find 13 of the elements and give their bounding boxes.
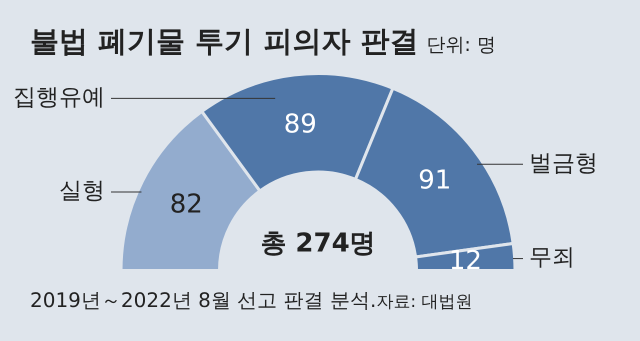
- data-label: 82: [170, 189, 203, 220]
- slice-label: 실형: [59, 178, 105, 204]
- slice-label: 집행유예: [13, 84, 105, 110]
- text: 총 274명: [260, 228, 376, 258]
- text: 2019년～2022년 8월 선고 판결 분석.: [30, 288, 376, 312]
- text: 자료: 대법원: [376, 292, 472, 312]
- chart-subtitle: 단위: 명: [426, 34, 496, 56]
- chart-title: 불법 폐기물 투기 피의자 판결: [30, 24, 418, 58]
- slice-label: 벌금형: [529, 150, 598, 176]
- data-label: 12: [448, 246, 482, 276]
- data-label: 91: [418, 166, 452, 196]
- data-label: 89: [284, 110, 317, 140]
- slice-label: 무죄: [529, 244, 575, 271]
